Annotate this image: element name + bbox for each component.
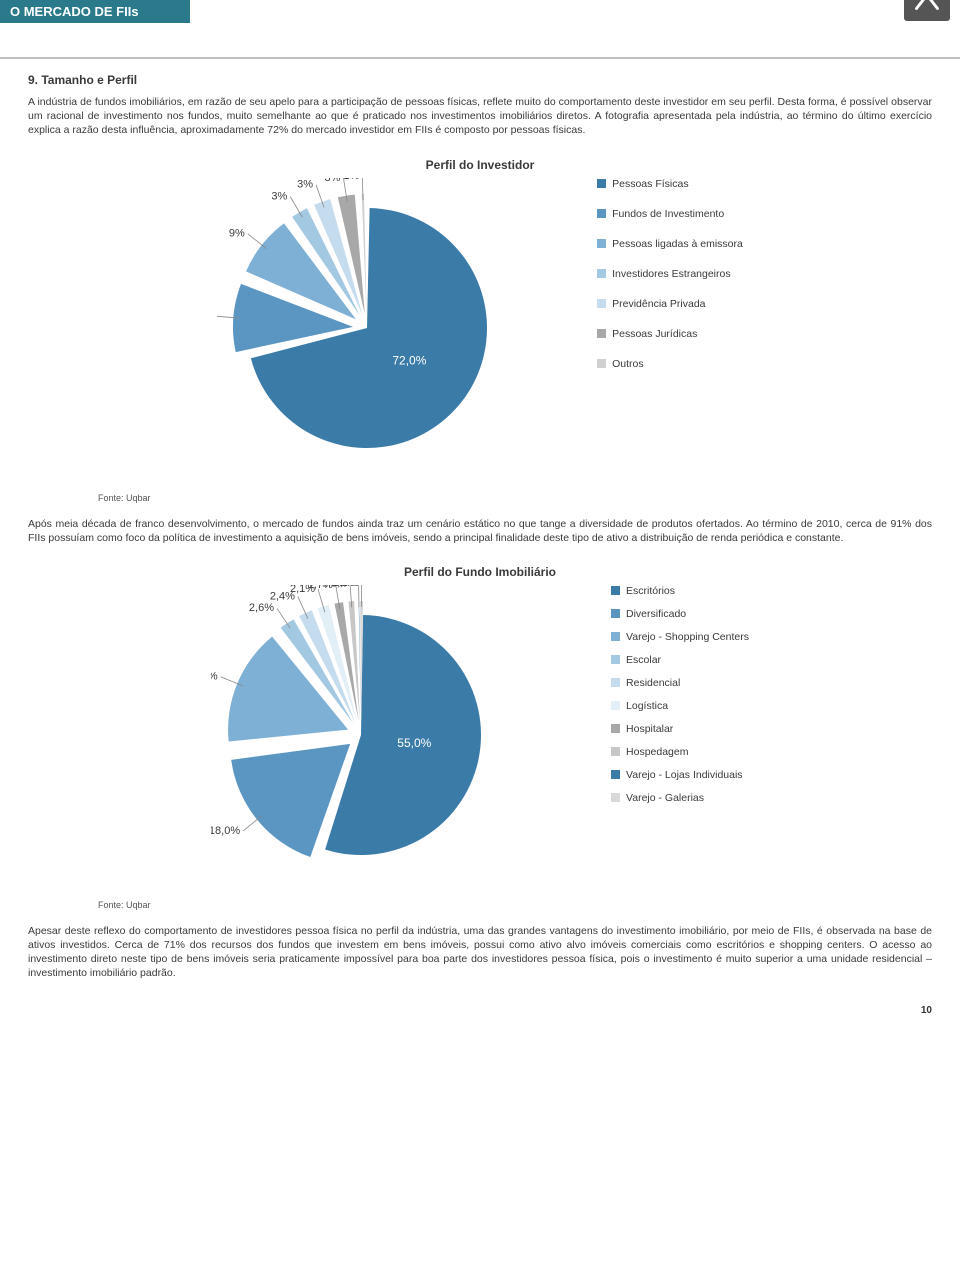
legend-swatch [611, 701, 620, 710]
page-header-title: O MERCADO DE FIIs [10, 4, 139, 19]
legend-swatch [611, 724, 620, 733]
xp-logo-icon [913, 0, 941, 12]
legend-item: Varejo - Galerias [611, 792, 749, 804]
legend-label: Escolar [626, 654, 661, 666]
legend-swatch [611, 793, 620, 802]
legend-item: Hospitalar [611, 723, 749, 735]
legend-item: Pessoas Jurídicas [597, 328, 743, 340]
legend-label: Pessoas ligadas à emissora [612, 238, 743, 250]
slice-pct-label: 1% [343, 178, 359, 182]
legend-label: Residencial [626, 677, 680, 689]
legend-label: Hospitalar [626, 723, 673, 735]
legend-item: Logística [611, 700, 749, 712]
brand-logo [904, 0, 950, 21]
header-underline [0, 57, 960, 59]
slice-main-label: 72,0% [392, 353, 426, 367]
legend-item: Previdência Privada [597, 298, 743, 310]
legend-label: Varejo - Lojas Individuais [626, 769, 743, 781]
content-area: 9. Tamanho e Perfil A indústria de fundo… [0, 73, 960, 981]
legend-swatch [611, 678, 620, 687]
legend-swatch [611, 609, 620, 618]
legend-swatch [597, 269, 606, 278]
legend-label: Varejo - Shopping Centers [626, 631, 749, 643]
legend-swatch [611, 747, 620, 756]
slice-pct-label: 3% [297, 178, 313, 190]
legend-swatch [611, 655, 620, 664]
legend-label: Pessoas Físicas [612, 178, 688, 190]
paragraph-2: Após meia década de franco desenvolvimen… [28, 517, 932, 545]
chart1-source: Fonte: Uqbar [98, 493, 932, 503]
legend-label: Hospedagem [626, 746, 688, 758]
chart2-source: Fonte: Uqbar [98, 900, 932, 910]
slice-main-label: 55,0% [397, 736, 431, 750]
legend-label: Pessoas Jurídicas [612, 328, 697, 340]
legend-label: Diversificado [626, 608, 686, 620]
legend-swatch [611, 770, 620, 779]
legend-label: Varejo - Galerias [626, 792, 704, 804]
leader-line [277, 608, 290, 628]
section-title: 9. Tamanho e Perfil [28, 73, 932, 87]
page-header-bar: O MERCADO DE FIIs [0, 0, 190, 23]
legend-swatch [597, 329, 606, 338]
legend-swatch [597, 209, 606, 218]
legend-item: Pessoas Físicas [597, 178, 743, 190]
legend-item: Varejo - Lojas Individuais [611, 769, 749, 781]
paragraph-3: Apesar deste reflexo do comportamento de… [28, 924, 932, 981]
legend-label: Escritórios [626, 585, 675, 597]
legend-item: Investidores Estrangeiros [597, 268, 743, 280]
chart1-legend: Pessoas Físicas Fundos de Investimento Pes… [597, 178, 743, 388]
chart1-title: Perfil do Investidor [28, 158, 932, 172]
legend-label: Investidores Estrangeiros [612, 268, 730, 280]
legend-label: Fundos de Investimento [612, 208, 724, 220]
chart2-title: Perfil do Fundo Imobiliário [28, 565, 932, 579]
chart1-svg: 72,0%10%9%3%3%3%1% [217, 178, 537, 478]
legend-item: Hospedagem [611, 746, 749, 758]
legend-item: Fundos de Investimento [597, 208, 743, 220]
slice-pct-label: 18,0% [211, 825, 240, 837]
leader-line [243, 816, 262, 831]
chart2-row: 55,0%18,0%16,2%2,6%2,4%2,1%1,7%1,3%0,5%0… [28, 585, 932, 890]
legend-swatch [597, 239, 606, 248]
page-number: 10 [0, 985, 960, 1032]
legend-item: Diversificado [611, 608, 749, 620]
legend-swatch [611, 632, 620, 641]
leader-line [248, 233, 267, 248]
legend-item: Pessoas ligadas à emissora [597, 238, 743, 250]
slice-pct-label: 9% [229, 227, 245, 239]
legend-item: Escritórios [611, 585, 749, 597]
legend-item: Residencial [611, 677, 749, 689]
paragraph-1: A indústria de fundos imobiliários, em r… [28, 95, 932, 138]
chart2-svg: 55,0%18,0%16,2%2,6%2,4%2,1%1,7%1,3%0,5%0… [211, 585, 551, 885]
slice-pct-label: 2,6% [249, 602, 274, 614]
legend-label: Outros [612, 358, 644, 370]
legend-item: Escolar [611, 654, 749, 666]
legend-label: Previdência Privada [612, 298, 705, 310]
slice-pct-label: 3% [325, 178, 341, 184]
slice-pct-label: 0,0% [334, 585, 359, 589]
legend-item: Outros [597, 358, 743, 370]
chart1-pie: 72,0%10%9%3%3%3%1% [217, 178, 537, 483]
slice-pct-label: 16,2% [211, 670, 218, 682]
legend-label: Logística [626, 700, 668, 712]
legend-item: Varejo - Shopping Centers [611, 631, 749, 643]
legend-swatch [611, 586, 620, 595]
chart1-row: 72,0%10%9%3%3%3%1% Pessoas FísicasFundos… [28, 178, 932, 483]
slice-pct-label: 3% [272, 190, 288, 202]
legend-swatch [597, 299, 606, 308]
legend-swatch [597, 359, 606, 368]
chart2-legend: Escritórios Diversificado Varejo - Shoppin… [611, 585, 749, 815]
legend-swatch [597, 179, 606, 188]
chart2-pie: 55,0%18,0%16,2%2,6%2,4%2,1%1,7%1,3%0,5%0… [211, 585, 551, 890]
